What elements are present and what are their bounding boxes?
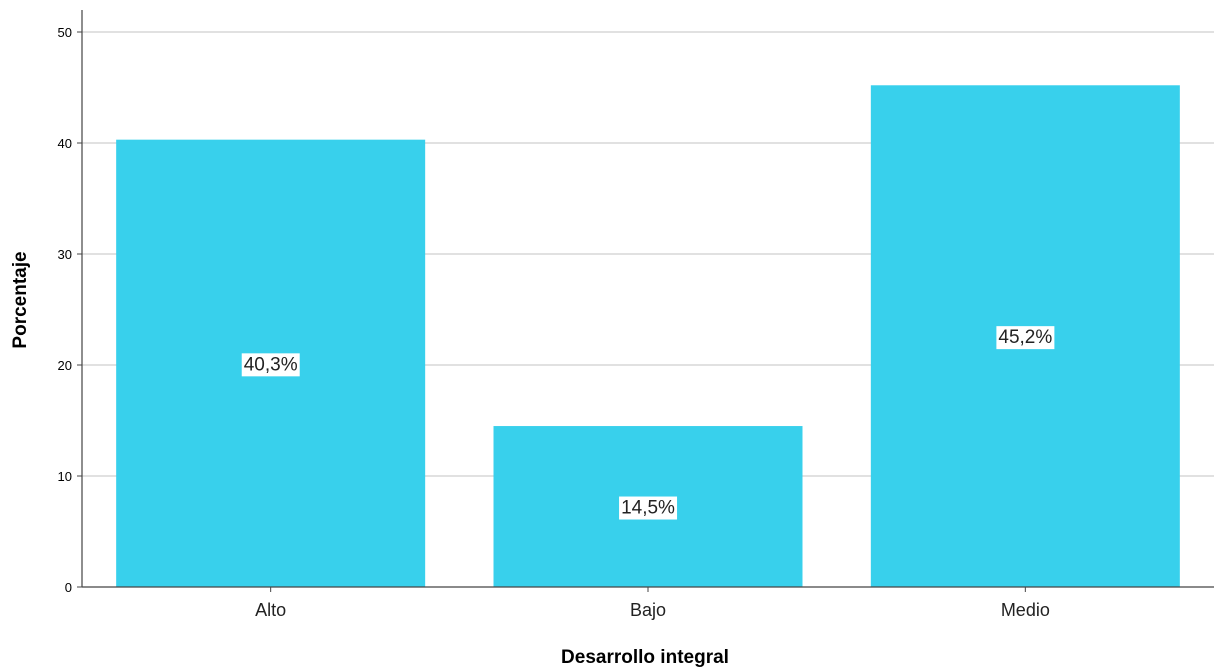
y-tick-label-10: 10 <box>58 469 72 484</box>
y-tick-label-50: 50 <box>58 25 72 40</box>
data-label-box <box>241 353 300 377</box>
y-tick-label-40: 40 <box>58 136 72 151</box>
data-labels: 40,3% 14,5% 45,2% <box>241 326 1055 520</box>
y-tick-labels: 0 10 20 30 40 50 <box>58 25 72 595</box>
axes <box>77 10 1214 592</box>
data-label-box <box>619 496 678 520</box>
x-category-labels: Alto Bajo Medio <box>255 600 1050 620</box>
data-label-text: 14,5% <box>621 498 675 519</box>
data-label-box <box>996 326 1055 350</box>
data-label-bajo: 14,5% <box>619 496 678 520</box>
data-label-text: 40,3% <box>244 354 298 375</box>
data-label-medio: 45,2% <box>996 326 1055 350</box>
data-label-text: 45,2% <box>998 327 1052 348</box>
y-tick-label-20: 20 <box>58 358 72 373</box>
x-tick-label-bajo: Bajo <box>630 600 666 620</box>
x-tick-label-medio: Medio <box>1001 600 1050 620</box>
y-tick-label-30: 30 <box>58 247 72 262</box>
y-tick-label-0: 0 <box>65 580 72 595</box>
x-tick-label-alto: Alto <box>255 600 286 620</box>
data-label-alto: 40,3% <box>241 353 300 377</box>
x-axis-title: Desarrollo integral <box>561 647 729 668</box>
y-axis-title: Porcentaje <box>10 251 31 348</box>
